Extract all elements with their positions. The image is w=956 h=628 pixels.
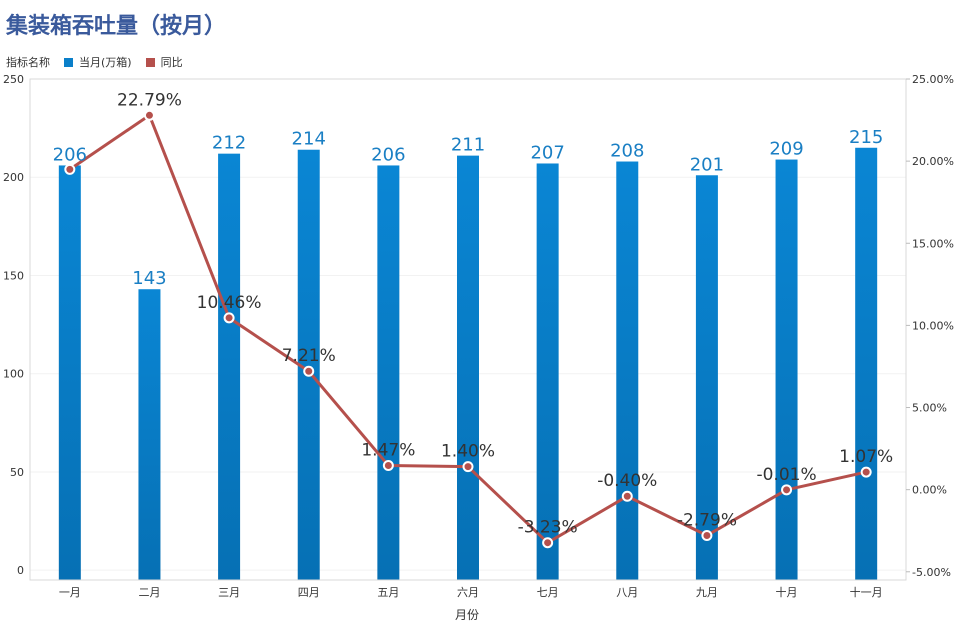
line-point	[143, 109, 155, 121]
line-label: -3.23%	[518, 518, 578, 538]
bar	[377, 165, 400, 580]
bar-label: 214	[292, 129, 326, 150]
y2-tick-label: 0.00%	[912, 484, 947, 497]
bar	[536, 163, 559, 580]
bar	[457, 155, 479, 580]
bar-label: 211	[451, 135, 485, 156]
line-label: 1.07%	[839, 447, 893, 467]
chart-title: 集装箱吞吐量（按月）	[6, 14, 227, 39]
line-point	[542, 537, 554, 549]
line-label: 10.46%	[197, 293, 262, 313]
line-label: 1.40%	[441, 442, 495, 462]
legend-title: 指标名称	[6, 56, 50, 69]
line-point	[382, 460, 394, 472]
bar	[775, 159, 798, 580]
line-point	[303, 365, 315, 377]
line-point	[462, 461, 474, 473]
line-point	[223, 312, 235, 324]
line-point	[621, 490, 633, 502]
x-tick-label: 十月	[776, 585, 798, 599]
legend-swatch-line	[145, 57, 155, 67]
bar-label: 206	[53, 144, 87, 165]
bar-label: 207	[530, 142, 564, 163]
plot-frame	[29, 78, 907, 581]
line-point	[781, 484, 793, 496]
bar	[616, 161, 639, 581]
line-point	[64, 163, 76, 175]
y2-tick-label: 15.00%	[912, 237, 954, 250]
line-point	[860, 466, 872, 478]
bar	[297, 149, 320, 580]
y2-tick-label: 5.00%	[912, 402, 947, 415]
x-tick-label: 二月	[138, 586, 160, 599]
bar	[855, 147, 878, 580]
y2-tick-label: 20.00%	[912, 155, 954, 168]
bar-label: 143	[132, 268, 166, 289]
bar-label: 208	[610, 141, 644, 162]
x-tick-label: 六月	[457, 586, 479, 599]
bar	[58, 165, 81, 580]
x-tick-label: 三月	[218, 586, 240, 599]
line-label: 1.47%	[361, 441, 415, 461]
y2-tick-label: -5.00%	[912, 566, 951, 579]
bar-label: 209	[769, 139, 803, 160]
y-tick-label: 250	[3, 73, 24, 86]
line-point	[701, 529, 713, 541]
x-tick-label: 四月	[298, 586, 320, 599]
bar-label: 212	[212, 133, 246, 154]
y-tick-label: 100	[3, 368, 24, 381]
y-tick-label: 150	[3, 269, 24, 282]
legend-label-line: 同比	[160, 56, 183, 69]
bar	[218, 153, 241, 581]
legend-swatch-bar	[64, 57, 73, 67]
x-tick-label: 八月	[616, 586, 638, 599]
y-tick-label: 50	[10, 466, 24, 479]
line-label: -0.40%	[597, 471, 657, 491]
y2-tick-label: 25.00%	[912, 73, 954, 86]
x-tick-label: 一月	[59, 586, 81, 599]
x-axis-title: 月份	[455, 608, 479, 622]
line-label: 7.21%	[282, 346, 336, 366]
y-tick-label: 0	[17, 564, 24, 577]
bar-label: 206	[371, 144, 405, 165]
bar	[138, 289, 161, 580]
y2-tick-label: 10.00%	[912, 319, 954, 332]
line-label: -2.79%	[677, 510, 737, 530]
y-tick-label: 200	[3, 171, 24, 184]
bar-label: 201	[690, 154, 724, 175]
legend: 指标名称 当月(万箱) 同比	[6, 54, 183, 70]
legend-label-bar: 当月(万箱)	[79, 56, 132, 69]
line-label: -0.01%	[756, 465, 816, 485]
bar	[695, 175, 718, 581]
line-label: 22.79%	[117, 90, 182, 110]
x-tick-label: 十一月	[850, 585, 883, 599]
x-tick-label: 七月	[537, 586, 559, 599]
x-tick-label: 九月	[696, 586, 718, 599]
bar-label: 215	[849, 127, 883, 148]
x-tick-label: 五月	[377, 586, 399, 599]
